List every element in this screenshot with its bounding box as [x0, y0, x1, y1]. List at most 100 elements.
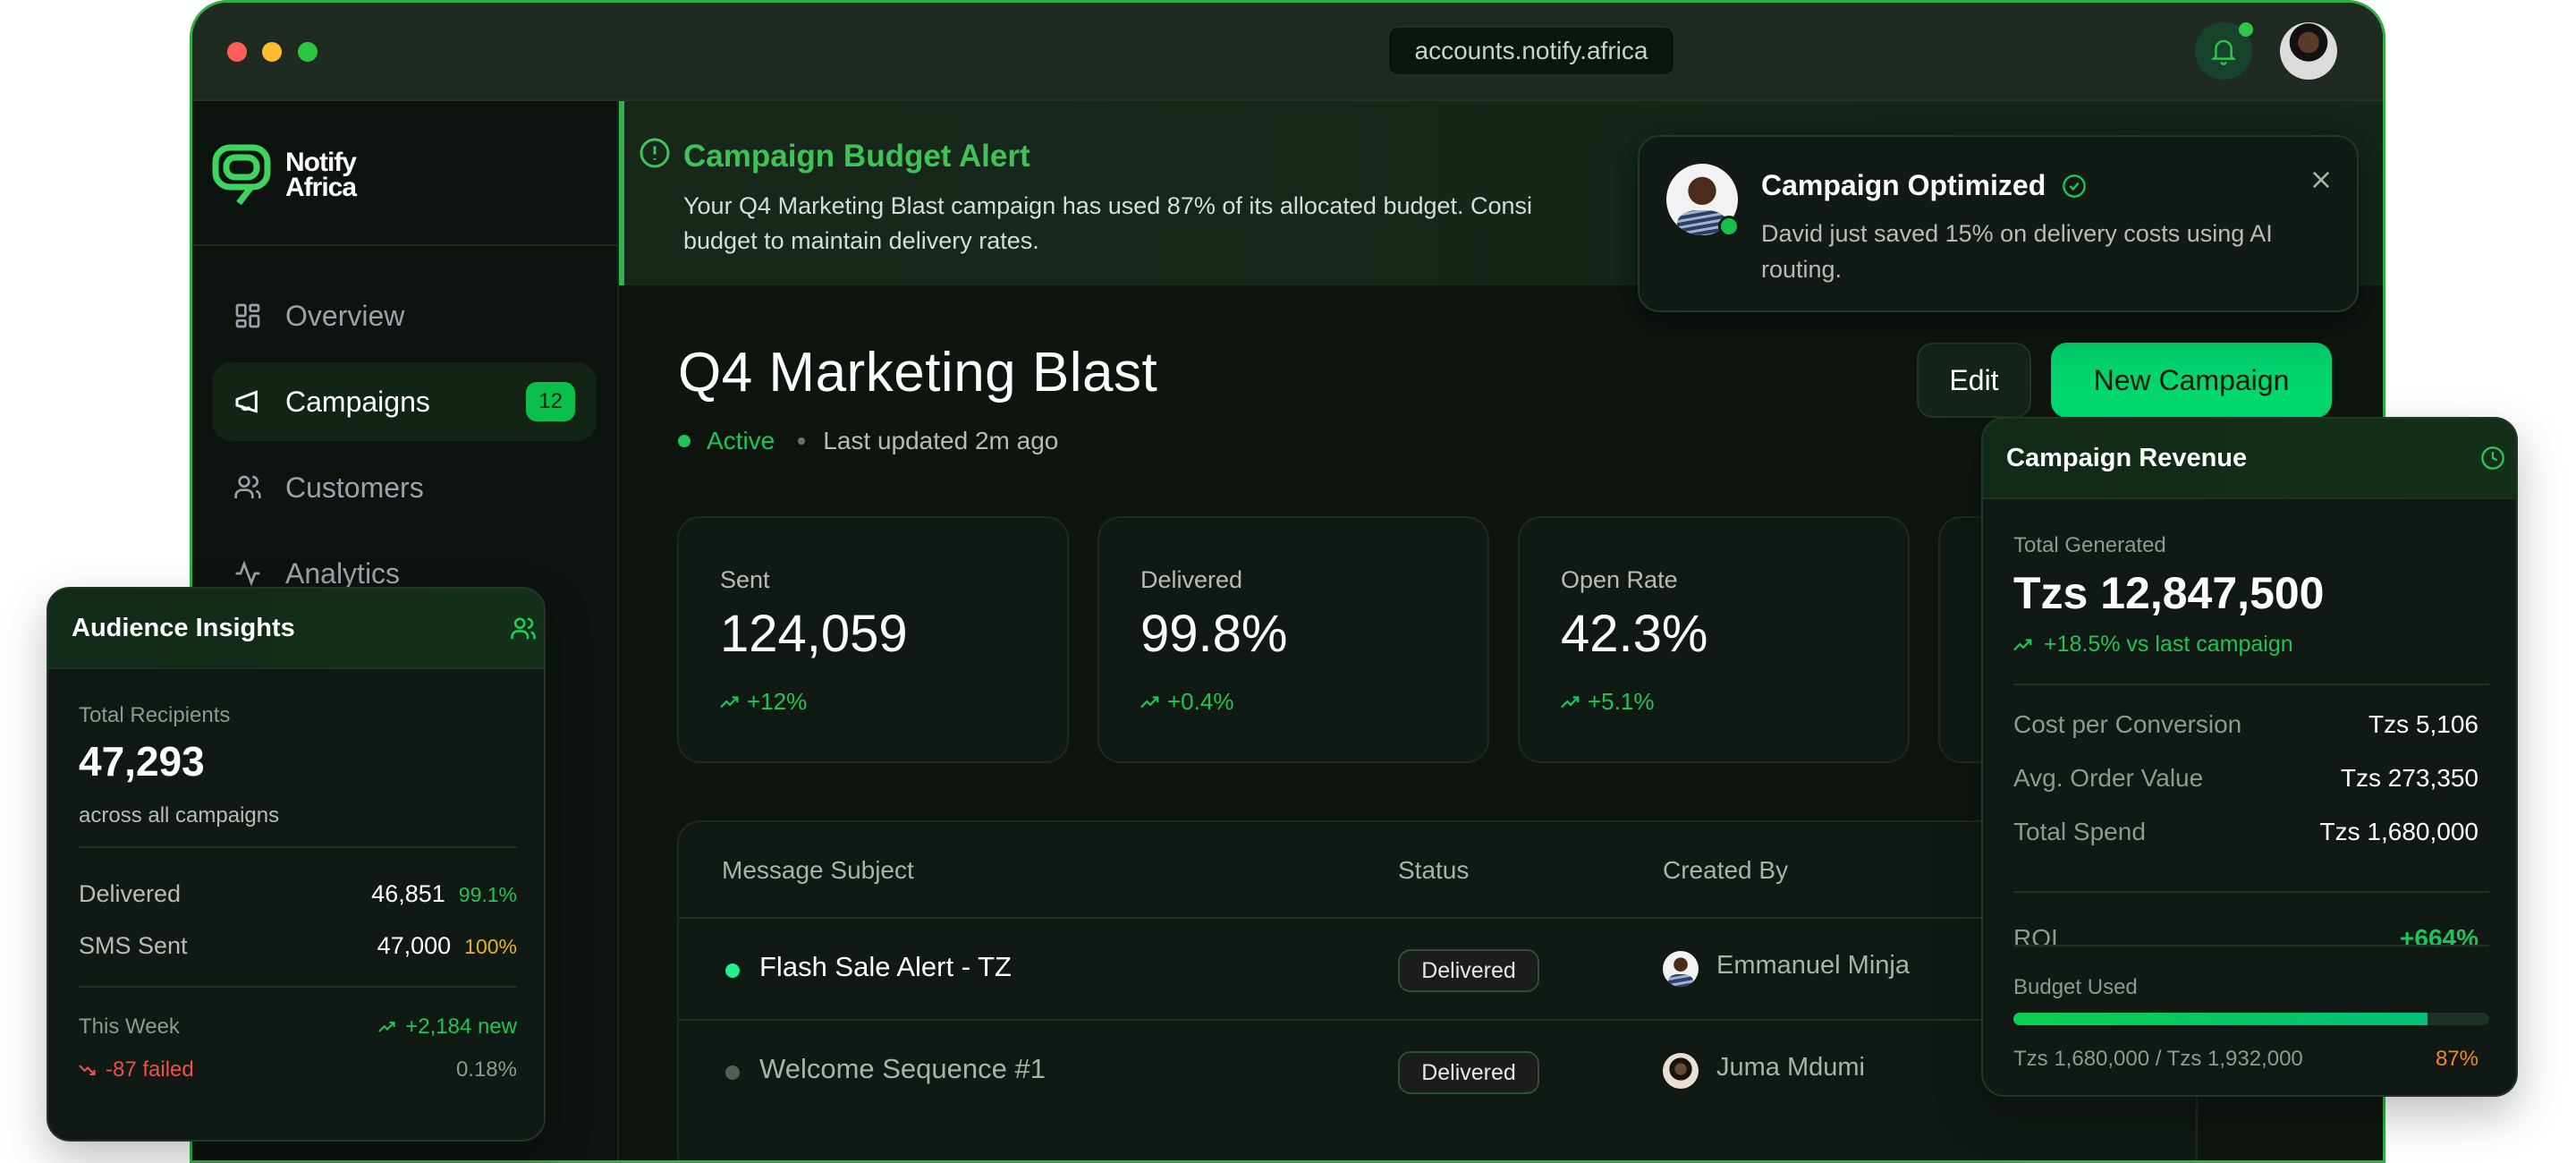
- stat-value: 124,059: [720, 605, 908, 663]
- toast-title: Campaign Optimized: [1761, 169, 2046, 201]
- user-avatar[interactable]: [2280, 22, 2337, 80]
- panel-title: Campaign Revenue: [2006, 444, 2248, 472]
- budget-percent: 87%: [2435, 1047, 2479, 1071]
- creator-name: Emmanuel Minja: [1716, 951, 1910, 980]
- stat-value: 42.3%: [1561, 605, 1708, 663]
- users-icon: [234, 475, 261, 498]
- toast-body: David just saved 15% on delivery costs u…: [1761, 220, 2273, 283]
- check-circle-icon: [2063, 174, 2087, 198]
- notifications-button[interactable]: [2195, 22, 2252, 80]
- users-icon[interactable]: [510, 615, 537, 642]
- status-label: Active: [707, 427, 775, 454]
- stat-card: Sent 124,059 +12%: [677, 516, 1069, 763]
- clock-icon[interactable]: [2480, 446, 2505, 471]
- panel-title: Audience Insights: [72, 614, 295, 642]
- online-indicator: [1718, 216, 1740, 237]
- budget-label: Budget Used: [2013, 975, 2138, 999]
- logo: Notify Africa: [212, 144, 357, 207]
- maximize-window-button[interactable]: [298, 42, 318, 62]
- roi-value: +664%: [2400, 924, 2479, 952]
- this-week-row: This Week +2,184 new: [79, 1014, 517, 1039]
- divider: [192, 244, 617, 246]
- trending-up-icon: [2013, 638, 2032, 650]
- stat-card: Open Rate 42.3% +5.1%: [1518, 516, 1910, 763]
- last-updated: Last updated 2m ago: [823, 427, 1059, 454]
- close-window-button[interactable]: [227, 42, 247, 62]
- creator-name: Juma Mdumi: [1716, 1053, 1865, 1082]
- alert-title: Campaign Budget Alert: [683, 139, 1030, 174]
- divider: [79, 986, 517, 988]
- stat-change: +0.4%: [1140, 688, 1233, 716]
- panel-header: Audience Insights: [48, 589, 544, 669]
- app-window: accounts.notify.africa Notify Africa Ove…: [190, 0, 2385, 1163]
- stat-label: Open Rate: [1561, 566, 1678, 593]
- column-header-subject[interactable]: Message Subject: [722, 856, 914, 884]
- stat-label: Delivered: [1140, 566, 1243, 593]
- column-header-status[interactable]: Status: [1398, 856, 1470, 884]
- total-label: Total Recipients: [79, 703, 231, 727]
- panel-header: Campaign Revenue: [1983, 419, 2516, 499]
- title-bar: accounts.notify.africa: [192, 3, 2383, 101]
- table-row[interactable]: Welcome Sequence #1 Delivered Juma Mdumi: [679, 1019, 2196, 1121]
- revenue-row: Avg. Order Value Tzs 273,350: [2013, 764, 2479, 792]
- status-badge: Delivered: [1398, 949, 1539, 992]
- divider: [2013, 891, 2489, 893]
- trending-up-icon: [378, 1021, 395, 1032]
- budget-progress-fill: [2013, 1013, 2428, 1025]
- separator-dot: [798, 437, 806, 445]
- audience-insights-panel: Audience Insights Total Recipients 47,29…: [47, 587, 546, 1142]
- revenue-row: Cost per Conversion Tzs 5,106: [2013, 710, 2479, 738]
- budget-text: Tzs 1,680,000 / Tzs 1,932,000: [2013, 1047, 2303, 1071]
- trending-up-icon: [720, 695, 739, 708]
- total-value: 47,293: [79, 738, 205, 785]
- stat-value: 99.8%: [1140, 605, 1288, 663]
- notification-dot: [2239, 22, 2253, 37]
- url-bar[interactable]: accounts.notify.africa: [1387, 26, 1675, 76]
- edit-button[interactable]: Edit: [1917, 343, 2031, 418]
- campaign-count-badge: 12: [526, 382, 575, 421]
- sidebar-item-label: Campaigns: [285, 385, 430, 418]
- status-dot: [725, 964, 740, 978]
- sidebar-item-campaigns[interactable]: Campaigns 12: [212, 362, 597, 441]
- sidebar-item-label: Customers: [285, 471, 424, 504]
- activity-icon: [235, 560, 260, 587]
- divider: [2013, 683, 2489, 685]
- new-campaign-button[interactable]: New Campaign: [2051, 343, 2332, 418]
- total-label: Total Generated: [2013, 533, 2166, 557]
- creator-avatar: [1663, 951, 1699, 987]
- message-subject: Welcome Sequence #1: [759, 1053, 1046, 1084]
- sidebar-item-overview[interactable]: Overview: [212, 276, 597, 355]
- sidebar-item-label: Analytics: [285, 556, 401, 590]
- roi-label: ROI: [2013, 924, 2058, 952]
- column-header-created-by[interactable]: Created By: [1663, 856, 1789, 884]
- sidebar-item-label: Overview: [285, 299, 405, 332]
- divider: [79, 846, 517, 848]
- sidebar-item-customers[interactable]: Customers: [212, 448, 597, 527]
- close-icon[interactable]: [2309, 167, 2334, 192]
- megaphone-icon: [235, 390, 258, 413]
- logo-icon: [212, 144, 271, 206]
- stat-change: +12%: [720, 688, 807, 716]
- divider: [2013, 945, 2489, 947]
- grid-icon: [235, 303, 260, 328]
- message-subject: Flash Sale Alert - TZ: [759, 951, 1012, 982]
- trending-up-icon: [1140, 695, 1159, 708]
- alert-body: Your Q4 Marketing Blast campaign has use…: [683, 192, 1533, 254]
- sidebar-item-analytics[interactable]: Analytics: [212, 534, 597, 613]
- minimize-window-button[interactable]: [262, 42, 282, 62]
- alert-circle-icon: [640, 138, 670, 168]
- trending-up-icon: [1561, 695, 1580, 708]
- campaign-meta: Active Last updated 2m ago: [678, 427, 1058, 455]
- page-title: Q4 Marketing Blast: [678, 342, 1158, 403]
- messages-table: Message Subject Status Created By Flash …: [677, 820, 2198, 1160]
- delivered-row: Delivered 46,851 99.1%: [79, 880, 517, 907]
- creator-avatar: [1663, 1053, 1699, 1089]
- table-row[interactable]: Flash Sale Alert - TZ Delivered Emmanuel…: [679, 917, 2196, 1019]
- campaign-revenue-panel: Campaign Revenue Total Generated Tzs 12,…: [1981, 417, 2518, 1097]
- failed-row: -87 failed 0.18%: [79, 1057, 517, 1082]
- stat-card: Delivered 99.8% +0.4%: [1097, 516, 1489, 763]
- stat-label: Sent: [720, 566, 770, 593]
- revenue-row: Total Spend Tzs 1,680,000: [2013, 818, 2479, 845]
- bell-icon: [2210, 39, 2237, 65]
- campaign-optimized-toast: Campaign Optimized David just saved 15% …: [1638, 135, 2359, 312]
